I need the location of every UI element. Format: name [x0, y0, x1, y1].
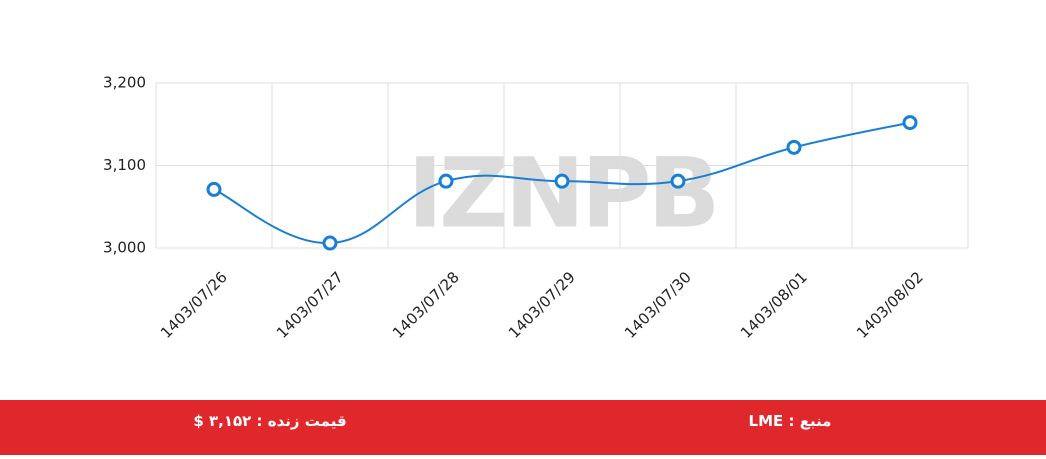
point — [438, 173, 454, 189]
y-tick-label: 3,200 — [103, 74, 146, 92]
x-tick-label: 1403/07/27 — [273, 268, 347, 342]
point — [670, 173, 686, 189]
point — [322, 235, 338, 251]
x-tick-label: 1403/08/01 — [737, 268, 811, 342]
point — [786, 139, 802, 155]
x-tick-label: 1403/07/29 — [505, 268, 579, 342]
point — [554, 173, 570, 189]
x-tick-label: 1403/07/28 — [389, 268, 463, 342]
point — [206, 181, 222, 197]
point — [902, 115, 918, 131]
chart: IZNPB 3,000 3,100 3,200 1403/07/26 1403/07/2… — [103, 74, 969, 342]
x-tick-label: 1403/07/26 — [157, 268, 231, 342]
source: منبع : LME — [748, 412, 832, 430]
x-tick-label: 1403/07/30 — [621, 268, 695, 342]
y-tick-label: 3,000 — [103, 239, 146, 257]
footer: قیمت زنده : ۳,۱۵۲ $ منبع : LME — [0, 400, 1046, 455]
live-price: قیمت زنده : ۳,۱۵۲ $ — [193, 412, 347, 430]
watermark: IZNPB — [407, 137, 716, 249]
x-tick-label: 1403/08/02 — [853, 268, 927, 342]
y-tick-label: 3,100 — [103, 156, 146, 174]
